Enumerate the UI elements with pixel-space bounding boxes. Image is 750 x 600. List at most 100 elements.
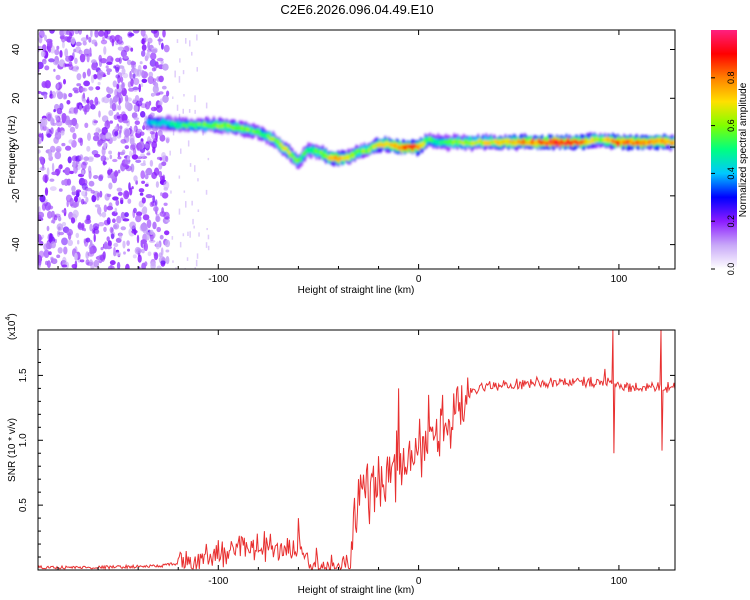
noise-blob — [102, 135, 106, 141]
noise-blob — [141, 40, 146, 45]
noise-streak — [174, 70, 176, 78]
noise-streak — [205, 189, 208, 195]
noise-blob — [120, 197, 124, 203]
noise-streak — [207, 234, 210, 240]
noise-blob — [109, 35, 116, 43]
noise-blob — [88, 86, 94, 91]
noise-blob — [153, 251, 158, 256]
noise-blob — [38, 234, 42, 243]
noise-blob — [152, 112, 155, 117]
noise-blob — [100, 155, 107, 162]
noise-blob — [65, 119, 71, 126]
noise-blob — [103, 226, 107, 232]
noise-streak — [191, 200, 193, 206]
noise-blob — [89, 223, 93, 232]
noise-blob — [59, 30, 65, 37]
noise-blob — [100, 247, 104, 251]
noise-blob — [165, 219, 170, 223]
ridge-segment — [367, 148, 371, 153]
noise-blob — [88, 170, 92, 180]
noise-blob — [55, 74, 61, 81]
noise-blob — [132, 254, 137, 259]
noise-blob — [98, 30, 105, 37]
noise-blob — [140, 239, 147, 245]
noise-blob — [123, 45, 130, 53]
noise-blob — [90, 189, 95, 194]
noise-blob — [144, 174, 148, 178]
noise-blob — [38, 211, 45, 219]
ridge-segment — [266, 133, 270, 138]
noise-blob — [50, 220, 54, 224]
noise-blob — [72, 160, 76, 169]
noise-blob — [86, 68, 91, 77]
noise-blob — [165, 249, 170, 253]
noise-blob — [38, 149, 41, 154]
noise-blob — [61, 142, 66, 147]
noise-blob — [51, 258, 58, 265]
noise-blob — [47, 113, 52, 122]
noise-blob — [99, 254, 106, 261]
noise-blob — [84, 48, 90, 54]
noise-blob — [95, 86, 101, 91]
noise-blob — [61, 237, 68, 246]
noise-blob — [49, 30, 55, 34]
noise-blob — [47, 233, 54, 242]
noise-blob — [87, 251, 95, 257]
noise-blob — [47, 211, 53, 219]
noise-blob — [93, 233, 96, 243]
noise-blob — [48, 148, 52, 157]
noise-blob — [106, 205, 114, 211]
noise-blob — [130, 163, 135, 173]
noise-blob — [75, 46, 81, 54]
noise-blob — [51, 162, 55, 172]
snr-axes: -100 0 100 0.5 1.0 1.5 — [18, 330, 675, 587]
noise-blob — [133, 228, 137, 236]
noise-blob — [68, 64, 74, 71]
noise-streak — [194, 109, 196, 114]
noise-blob — [74, 90, 79, 94]
noise-blob — [65, 194, 73, 203]
noise-blob — [149, 159, 154, 167]
noise-blob — [133, 117, 140, 121]
noise-blob — [106, 55, 114, 64]
noise-blob — [151, 140, 157, 149]
colorbar-tick-label: 0.8 — [726, 72, 736, 85]
noise-blob — [111, 102, 117, 112]
noise-blob — [89, 99, 94, 106]
noise-blob — [110, 233, 115, 240]
noise-blob — [128, 182, 131, 191]
noise-blob — [67, 239, 73, 246]
noise-blob — [59, 50, 63, 58]
spectrogram-xlabel: Height of straight line (km) — [298, 285, 415, 296]
noise-blob — [48, 58, 55, 63]
noise-streak — [189, 163, 192, 167]
noise-blob — [152, 221, 157, 230]
noise-blob — [40, 160, 44, 165]
snr-ytick-label: 1.0 — [18, 433, 29, 447]
noise-blob — [133, 175, 138, 182]
noise-streak — [172, 130, 175, 136]
noise-blob — [159, 157, 163, 161]
noise-blob — [94, 30, 99, 38]
noise-streak — [188, 109, 191, 113]
snr-series-line — [38, 330, 675, 570]
noise-blob — [126, 240, 130, 247]
noise-blob — [114, 131, 119, 137]
noise-blob — [160, 60, 164, 65]
noise-blob — [111, 136, 117, 142]
noise-blob — [117, 156, 122, 160]
noise-blob — [146, 231, 150, 241]
noise-blob — [156, 226, 161, 233]
noise-blob — [85, 259, 90, 266]
spectrogram-ytick-label: 20 — [11, 92, 22, 104]
noise-blob — [161, 42, 164, 50]
snr-multiplier-suffix: ) — [7, 313, 18, 316]
spectrogram-xtick-label: 100 — [611, 274, 628, 285]
noise-blob — [81, 190, 86, 197]
noise-blob — [157, 130, 163, 137]
noise-blob — [50, 241, 56, 249]
noise-blob — [57, 231, 65, 236]
noise-blob — [141, 180, 146, 184]
noise-blob — [48, 45, 52, 53]
noise-streak — [175, 267, 177, 269]
